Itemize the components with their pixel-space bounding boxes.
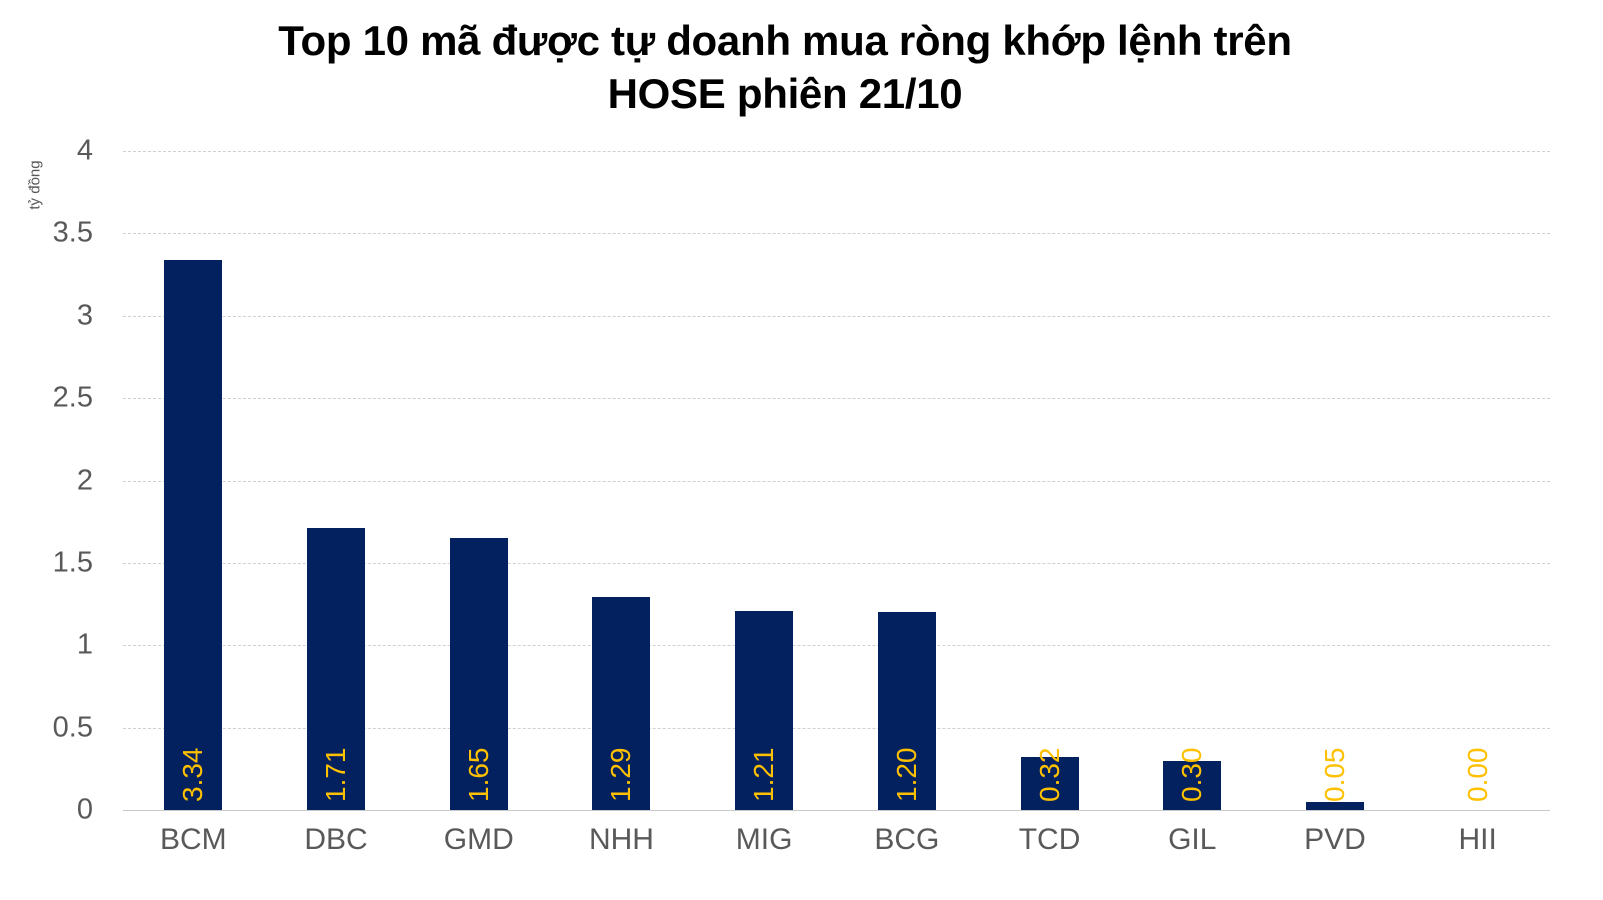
x-tick-label: HII bbox=[1458, 823, 1497, 856]
gridline bbox=[123, 151, 1550, 152]
y-tick-label: 2 bbox=[76, 464, 93, 496]
x-tick-label: TCD bbox=[1018, 823, 1081, 856]
y-tick-label: 3.5 bbox=[52, 216, 93, 249]
gridline bbox=[123, 315, 1550, 317]
chart-title-line-1: Top 10 mã được tự doanh mua ròng khớp lệ… bbox=[278, 17, 1292, 64]
bar-nhh bbox=[592, 597, 651, 810]
bar-pvd bbox=[1305, 801, 1364, 810]
bar-dbc bbox=[307, 528, 366, 810]
gridline bbox=[123, 480, 1550, 482]
y-tick-label: 1.5 bbox=[52, 546, 93, 579]
y-tick-label: 4 bbox=[76, 134, 93, 167]
x-tick-label: GMD bbox=[443, 823, 514, 856]
y-axis-label-text: tỷ đồng bbox=[26, 160, 44, 210]
bar-gmd bbox=[449, 538, 508, 810]
data-label-text: 1.20 bbox=[890, 747, 922, 803]
y-tick-label: 2.5 bbox=[52, 381, 93, 414]
bar-bcm bbox=[164, 259, 223, 810]
x-tick-label: DBC bbox=[304, 823, 368, 856]
gridline bbox=[123, 398, 1550, 400]
data-label-text: 3.34 bbox=[177, 747, 209, 803]
x-tick-label: NHH bbox=[588, 823, 654, 856]
gridline bbox=[123, 233, 1550, 235]
gridline bbox=[123, 562, 1550, 564]
gridline bbox=[123, 645, 1550, 647]
bar-tcd bbox=[1020, 757, 1079, 810]
y-tick-label: 1 bbox=[76, 628, 93, 661]
data-label-text: 1.21 bbox=[748, 747, 780, 803]
chart-title-line-2: HOSE phiên 21/10 bbox=[607, 70, 963, 117]
bar-bcg bbox=[877, 612, 936, 810]
x-tick-label: BCG bbox=[874, 823, 940, 856]
y-tick-label: 0.5 bbox=[52, 711, 93, 744]
y-tick-label: 0 bbox=[76, 793, 93, 826]
bar-gil bbox=[1163, 760, 1222, 810]
data-label-text: 0.32 bbox=[1033, 747, 1065, 803]
x-tick-label: MIG bbox=[735, 823, 793, 856]
x-tick-label: PVD bbox=[1304, 823, 1366, 856]
data-label-text: 1.29 bbox=[605, 747, 637, 803]
bar-mig bbox=[735, 610, 794, 810]
data-label-text: 1.65 bbox=[462, 747, 494, 803]
data-label-text: 1.71 bbox=[320, 747, 352, 803]
x-axis-line bbox=[123, 810, 1550, 811]
data-label-text: 0.05 bbox=[1318, 747, 1350, 803]
plot-area: 0 0.5 1 1.5 2 2.5 3 3.5 4 3.34 BCM 1.71 DBC 1.65 GMD 1.… bbox=[53, 135, 1550, 856]
data-label-text: 0.00 bbox=[1461, 747, 1493, 803]
chart-title: Top 10 mã được tự doanh mua ròng khớp lệ… bbox=[0, 14, 1570, 120]
x-tick-label: BCM bbox=[160, 823, 227, 856]
data-label-text: 0.30 bbox=[1176, 747, 1208, 803]
x-tick-label: GIL bbox=[1168, 823, 1217, 856]
gridline bbox=[123, 727, 1550, 729]
y-tick-label: 3 bbox=[76, 299, 93, 332]
